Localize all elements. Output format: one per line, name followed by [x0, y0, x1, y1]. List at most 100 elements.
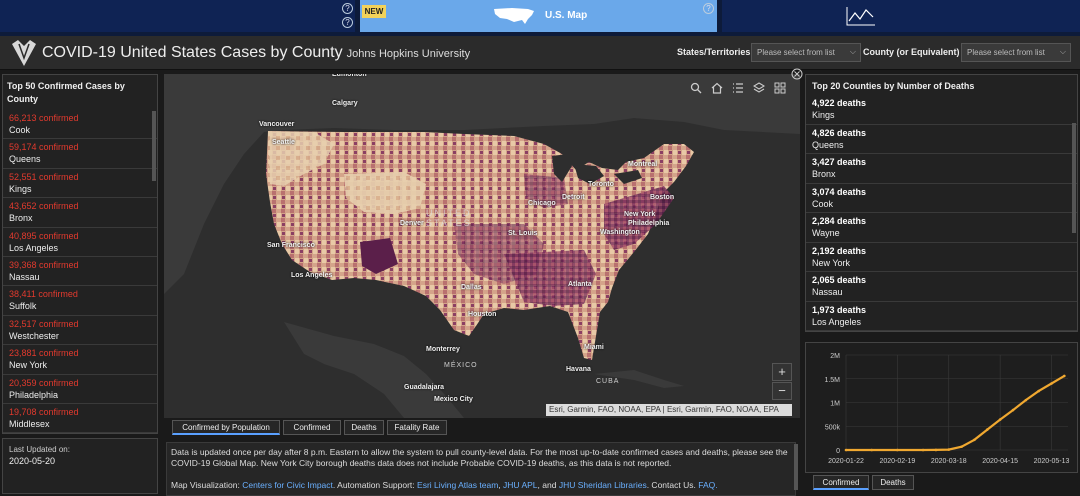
- city-label: Mexico City: [434, 396, 473, 403]
- county-select-value: Please select from list: [967, 48, 1045, 57]
- help-icon[interactable]: ?: [342, 3, 353, 14]
- separator: ,: [498, 480, 501, 490]
- faq-link[interactable]: FAQ.: [698, 480, 718, 490]
- chevron-down-icon: ⌵: [849, 47, 856, 56]
- confirmed-list-item[interactable]: 19,708 confirmed Middlesex: [3, 404, 157, 434]
- confirmed-list-item-county: Suffolk: [9, 301, 37, 312]
- deaths-list-item[interactable]: 3,427 deaths Bronx: [806, 154, 1077, 184]
- chart-point: [870, 448, 873, 452]
- confirmed-list-item[interactable]: 43,652 confirmed Bronx: [3, 198, 157, 228]
- city-label: Houston: [468, 311, 497, 318]
- deaths-list-item[interactable]: 4,826 deaths Queens: [806, 125, 1077, 154]
- city-label: Atlanta: [568, 281, 592, 288]
- basemap-gallery-icon[interactable]: [773, 82, 787, 96]
- chart-x-tick-label: 2020-05-13: [1034, 458, 1070, 465]
- confirmed-list-item[interactable]: 40,895 confirmed Los Angeles: [3, 228, 157, 257]
- confirmed-list-item[interactable]: 66,213 confirmed Cook: [3, 110, 157, 140]
- deaths-list-item[interactable]: 3,074 deaths Cook: [806, 184, 1077, 213]
- living-atlas-link[interactable]: Esri Living Atlas team: [417, 480, 499, 490]
- zoom-out-button[interactable]: −: [772, 382, 792, 400]
- deaths-list-item-count: 4,922 deaths: [812, 98, 867, 108]
- city-label: Chicago: [528, 200, 556, 207]
- city-label: Boston: [650, 194, 675, 201]
- deaths-list-item-count: 3,074 deaths: [812, 186, 867, 197]
- layers-icon[interactable]: [752, 82, 766, 96]
- confirmed-list-item[interactable]: 39,368 confirmed Nassau: [3, 257, 157, 287]
- info-text: Data is updated once per day after 8 p.m…: [171, 447, 788, 468]
- confirmed-list-item-county: Philadelphia: [9, 389, 59, 400]
- chart-point: [1050, 382, 1053, 385]
- jhu-apl-link[interactable]: JHU APL: [503, 480, 538, 490]
- zoom-in-button[interactable]: +: [772, 363, 792, 381]
- deaths-list-item-county: Los Angeles: [812, 316, 862, 327]
- civic-impact-link[interactable]: Centers for Civic Impact: [242, 480, 333, 490]
- cumulative-cases-chart: 0 500k 1M 1.5M 2M 2020-01-22 2020-02-19 2020-03…: [824, 353, 1070, 465]
- help-icon[interactable]: ?: [703, 3, 714, 14]
- confirmed-list-item[interactable]: 32,517 confirmed Westchester: [3, 316, 157, 346]
- top-deaths-panel: Top 20 Counties by Number of Deaths 4,92…: [805, 74, 1078, 332]
- chart-y-tick-label: 0: [836, 448, 840, 455]
- nav-tab-chart[interactable]: [722, 0, 1080, 32]
- map-view[interactable]: UNITED STATES Edmonton Calgary Vancouver Se…: [164, 74, 800, 418]
- deaths-list-item[interactable]: 2,192 deaths New York: [806, 243, 1077, 272]
- tab-confirmed[interactable]: Confirmed: [283, 420, 341, 435]
- chart-point: [973, 438, 976, 442]
- confirmed-list-item[interactable]: 20,359 confirmed Philadelphia: [3, 375, 157, 404]
- chart-tab-deaths[interactable]: Deaths: [872, 475, 914, 490]
- chart-y-tick-label: 1.5M: [824, 377, 840, 384]
- nav-tab-us-map[interactable]: ?: [360, 0, 717, 32]
- deaths-list-item[interactable]: 1,973 deaths Los Angeles: [806, 302, 1077, 331]
- info-panel: Data is updated once per day after 8 p.m…: [166, 442, 796, 496]
- confirmed-list-item-count: 40,895 confirmed: [9, 230, 79, 241]
- scrollbar[interactable]: [794, 444, 798, 490]
- last-updated-label: Last Updated on:: [9, 445, 70, 454]
- confirmed-list-item[interactable]: 52,551 confirmed Kings: [3, 169, 157, 199]
- confirmed-list-item[interactable]: 38,411 confirmed Suffolk: [3, 286, 157, 316]
- confirmed-list-item-count: 38,411 confirmed: [9, 289, 78, 300]
- deaths-list-item[interactable]: 2,065 deaths Nassau: [806, 272, 1077, 302]
- chart-tab-confirmed[interactable]: Confirmed: [813, 475, 869, 490]
- confirmed-list-item-county: Bronx: [9, 213, 33, 224]
- choropleth-map[interactable]: [164, 74, 800, 418]
- chart-y-tick-label: 500k: [825, 424, 841, 431]
- top-deaths-list[interactable]: 4,922 deaths Kings 4,826 deaths Queens 3,427…: [806, 95, 1077, 331]
- chart-point: [1024, 398, 1028, 402]
- deaths-list-item[interactable]: 4,922 deaths Kings: [806, 95, 1077, 125]
- search-icon[interactable]: [689, 82, 703, 96]
- deaths-list-item-county: New York: [812, 257, 851, 268]
- deaths-list-item-county: Nassau: [812, 287, 843, 297]
- deaths-list-item-county: Cook: [812, 198, 834, 209]
- states-select[interactable]: Please select from list ⌵: [751, 43, 861, 62]
- confirmed-list-item-count: 66,213 confirmed: [9, 113, 79, 123]
- home-icon[interactable]: [710, 82, 724, 96]
- deaths-list-item[interactable]: 2,284 deaths Wayne: [806, 213, 1077, 243]
- chart-point: [934, 448, 938, 452]
- scrollbar[interactable]: [1072, 123, 1076, 233]
- county-select[interactable]: Please select from list ⌵: [961, 43, 1071, 62]
- top-confirmed-list[interactable]: 66,213 confirmed Cook 59,174 confirmed Quee…: [3, 110, 157, 434]
- chart-point: [1063, 374, 1066, 378]
- tab-confirmed-by-population[interactable]: Confirmed by Population: [172, 420, 280, 435]
- last-updated-date: 2020-05-20: [9, 456, 56, 466]
- last-updated-panel: Last Updated on: 2020-05-20: [2, 438, 158, 494]
- top-strip: ? ? ? NEW U.S. Map: [0, 0, 1080, 36]
- jhu-logo-icon: [12, 40, 36, 66]
- confirmed-list-item-count: 19,708 confirmed: [9, 406, 79, 417]
- scrollbar[interactable]: [152, 111, 156, 181]
- jhu-libraries-link[interactable]: JHU Sheridan Libraries: [558, 480, 647, 490]
- confirmed-list-item[interactable]: 23,881 confirmed New York: [3, 345, 157, 375]
- expand-icon[interactable]: [790, 68, 804, 82]
- city-label: Montreal: [628, 161, 658, 168]
- legend-list-icon[interactable]: [731, 82, 745, 96]
- deaths-list-item-count: 3,427 deaths: [812, 157, 867, 167]
- page-title: COVID-19 United States Cases by County Jo…: [42, 44, 470, 62]
- contact-us-text[interactable]: . Contact Us.: [646, 480, 696, 490]
- confirmed-list-item[interactable]: 59,174 confirmed Queens: [3, 139, 157, 169]
- line-chart-icon: [846, 7, 875, 26]
- tab-fatality-rate[interactable]: Fatality Rate: [387, 420, 447, 435]
- tab-deaths[interactable]: Deaths: [344, 420, 384, 435]
- nav-tab-global[interactable]: ? ?: [0, 0, 355, 32]
- country-label-us: UNITED STATES: [426, 208, 472, 228]
- country-label: CUBA: [596, 378, 620, 385]
- info-icon[interactable]: ?: [342, 17, 353, 28]
